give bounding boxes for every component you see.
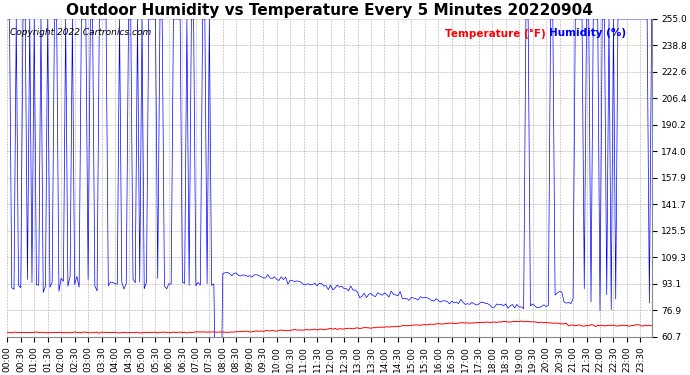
- Text: Humidity (%): Humidity (%): [549, 28, 626, 39]
- Text: Copyright 2022 Cartronics.com: Copyright 2022 Cartronics.com: [10, 28, 152, 38]
- Text: Temperature (°F): Temperature (°F): [446, 28, 546, 39]
- Title: Outdoor Humidity vs Temperature Every 5 Minutes 20220904: Outdoor Humidity vs Temperature Every 5 …: [66, 3, 593, 18]
